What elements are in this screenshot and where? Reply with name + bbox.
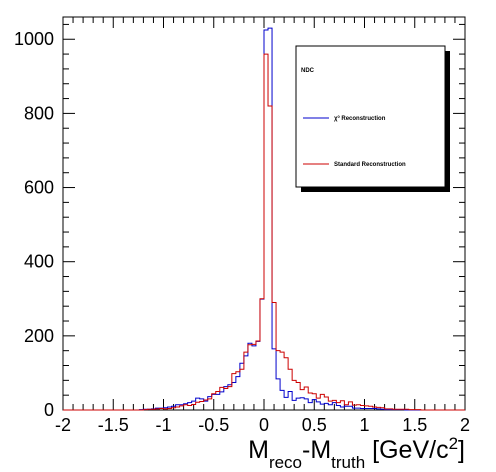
series-layer — [63, 27, 465, 411]
x-tick-label: 1.5 — [402, 415, 427, 435]
legend-label-0: χ0 Reconstruction — [334, 114, 386, 123]
x-tick-label: 0 — [259, 415, 269, 435]
legend-label-1: Standard Reconstruction — [334, 162, 406, 168]
legend: NDC χ0 Reconstruction Standard Reconstruc… — [295, 45, 450, 192]
x-tick-label: -0.5 — [198, 415, 229, 435]
y-tick-label: 1000 — [14, 29, 54, 49]
series-1-line — [63, 53, 465, 411]
y-tick-label: 800 — [24, 103, 54, 123]
x-tick-label: 2 — [460, 415, 470, 435]
x-tick-label: 0.5 — [302, 415, 327, 435]
x-axis-title: Mreco-Mtruth [GeV/c2] — [248, 434, 465, 472]
x-tick-label: -1 — [155, 415, 171, 435]
y-tick-label: 400 — [24, 252, 54, 272]
x-tick-label: -1.5 — [98, 415, 129, 435]
x-tick-label: -2 — [55, 415, 71, 435]
y-tick-label: 600 — [24, 178, 54, 198]
tick-labels: -2 -1.5 -1 -0.5 0 0.5 1 1.5 2 0 200 400 600 800 1000 — [14, 29, 470, 435]
x-tick-label: 1 — [359, 415, 369, 435]
legend-header: NDC — [301, 68, 315, 74]
y-tick-label: 0 — [44, 400, 54, 420]
y-tick-label: 200 — [24, 326, 54, 346]
